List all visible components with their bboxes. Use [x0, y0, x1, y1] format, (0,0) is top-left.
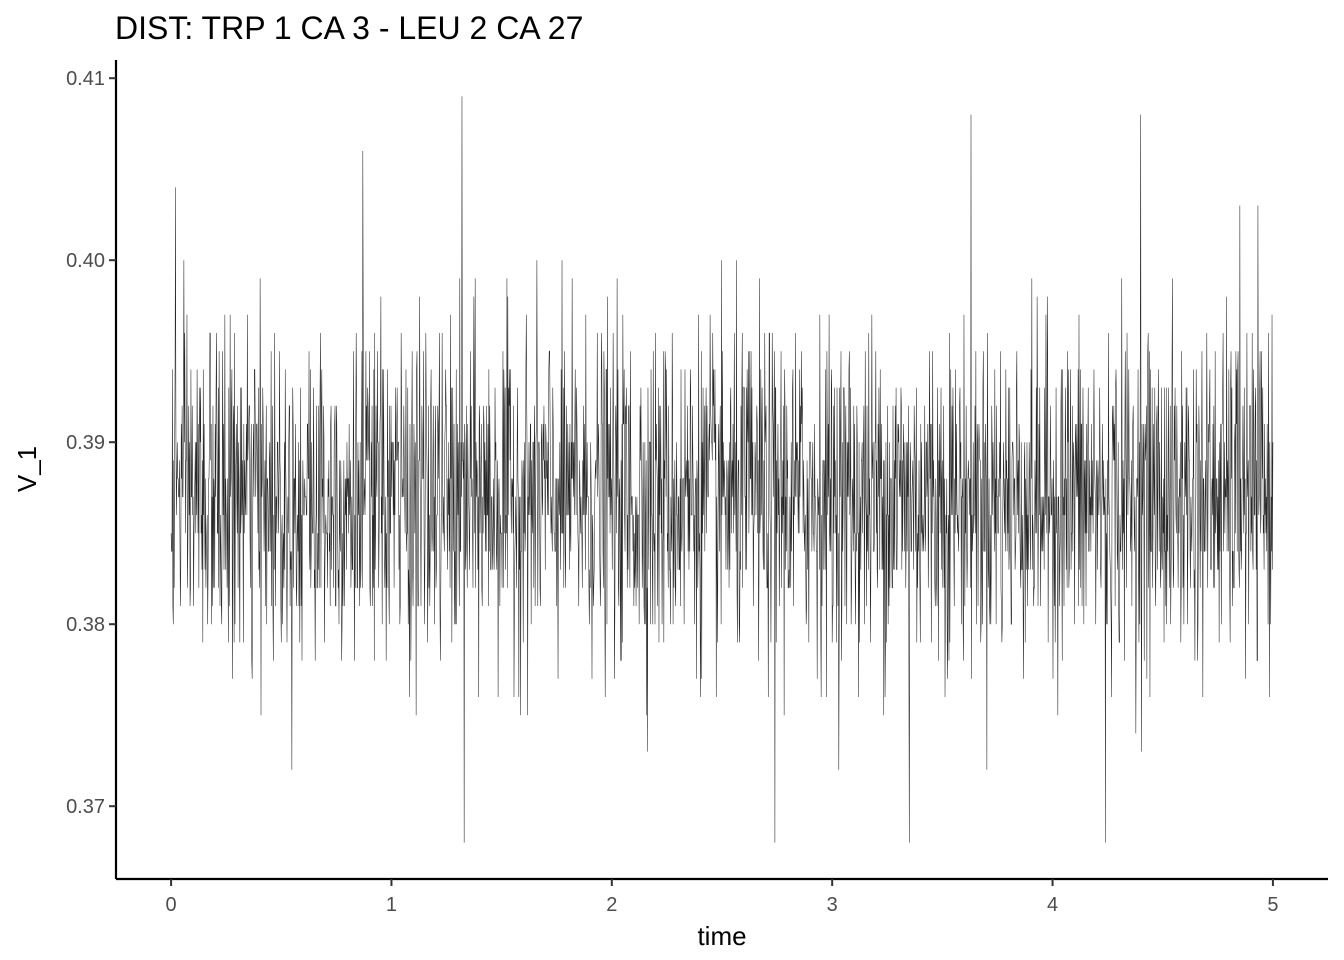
- x-tick-label: 4: [1047, 894, 1058, 916]
- x-tick-label: 3: [827, 894, 838, 916]
- x-axis-title: time: [697, 921, 746, 951]
- x-tick-label: 0: [166, 894, 177, 916]
- plot-area: [170, 96, 1274, 843]
- y-tick-label: 0.41: [66, 68, 105, 90]
- y-tick-label: 0.39: [66, 432, 105, 454]
- series-line: [170, 96, 1274, 843]
- chart-title: DIST: TRP 1 CA 3 - LEU 2 CA 27: [115, 10, 583, 46]
- x-tick-label: 1: [386, 894, 397, 916]
- x-tick-label: 5: [1267, 894, 1278, 916]
- x-axis-ticks: 0 1 2 3 4 5: [166, 879, 1278, 916]
- y-tick-label: 0.38: [66, 614, 105, 636]
- y-axis-ticks: 0.37 0.38 0.39 0.40 0.41: [66, 68, 116, 818]
- y-tick-label: 0.40: [66, 250, 105, 272]
- x-tick-label: 2: [606, 894, 617, 916]
- y-axis-title: V_1: [12, 446, 42, 492]
- y-tick-label: 0.37: [66, 796, 105, 818]
